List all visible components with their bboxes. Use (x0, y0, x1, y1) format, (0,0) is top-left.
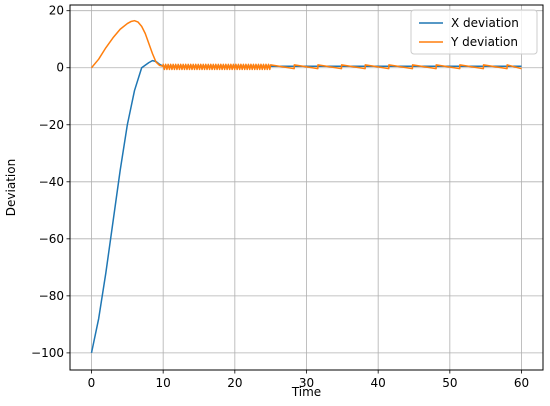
y-tick-label: −40 (39, 175, 64, 189)
legend-box (410, 9, 538, 55)
x-tick-label: 50 (442, 376, 457, 390)
x-tick-label: 40 (371, 376, 386, 390)
x-tick-label: 30 (299, 376, 314, 390)
y-tick-label: −60 (39, 232, 64, 246)
legend: X deviation Y deviation (410, 9, 538, 55)
x-tick-label: 20 (227, 376, 242, 390)
grid (70, 5, 543, 370)
y-tick-label: −100 (31, 346, 64, 360)
y-axis-label: Deviation (4, 159, 18, 216)
x-tick-label: 60 (514, 376, 529, 390)
x-tick-label: 10 (156, 376, 171, 390)
x-axis-label: Time (291, 385, 321, 399)
series-layer (90, 19, 522, 354)
y-tick-label: −20 (39, 118, 64, 132)
ticks: 0 10 20 30 40 50 60 −100 −80 −60 −40 −20 0 20 (31, 4, 529, 390)
legend-label: Y deviation (450, 35, 518, 49)
series-line-y-deviation (90, 19, 522, 71)
y-tick-label: 0 (56, 61, 64, 75)
legend-label: X deviation (451, 16, 519, 30)
x-tick-label: 0 (88, 376, 96, 390)
y-tick-label: 20 (49, 4, 64, 18)
legend-entries: X deviation Y deviation (419, 16, 519, 49)
y-tick-label: −80 (39, 289, 64, 303)
